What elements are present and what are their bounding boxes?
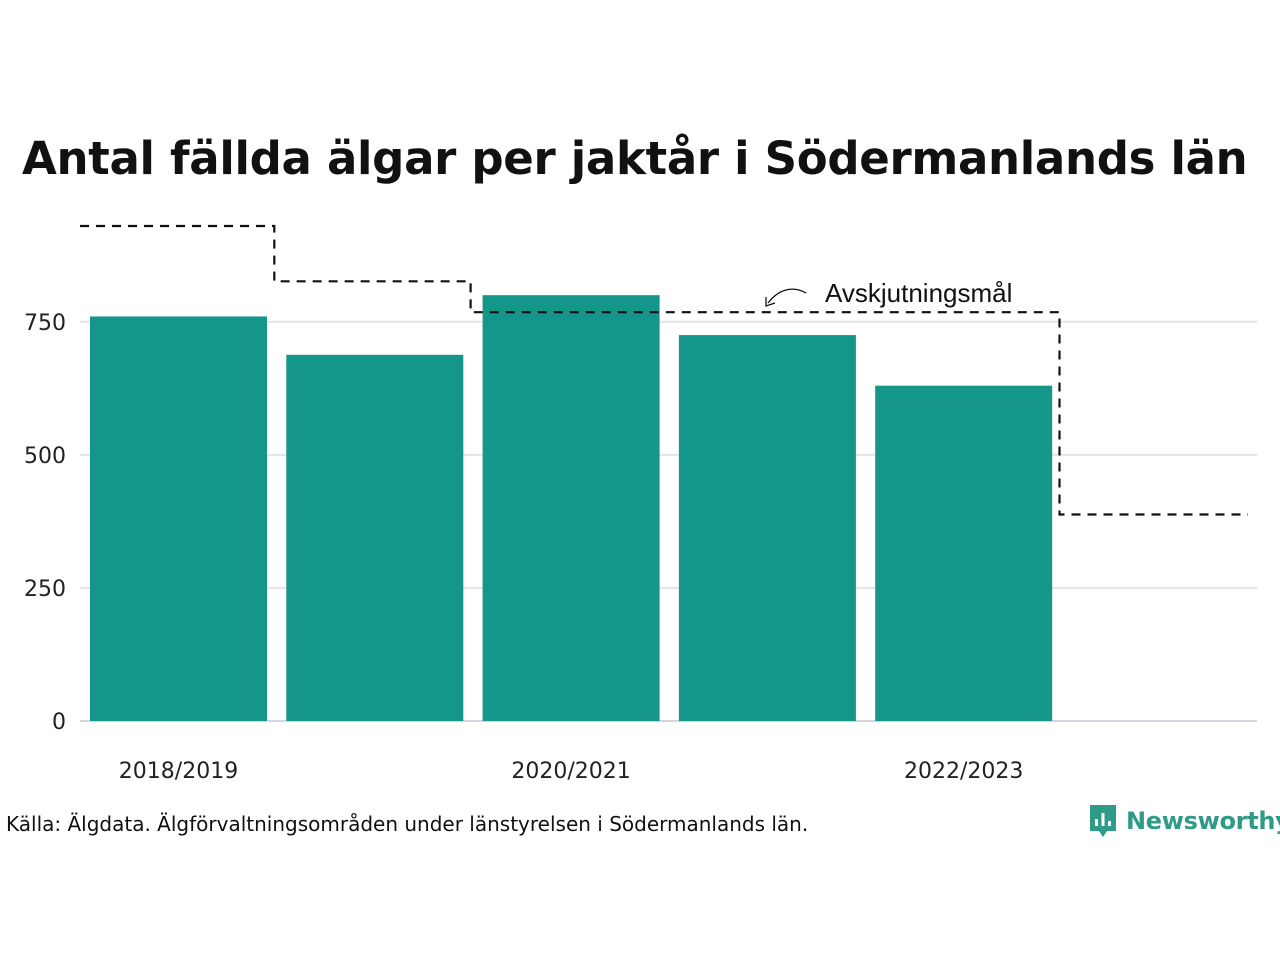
gridlines — [80, 320, 1257, 722]
brand: Newsworthy — [1088, 803, 1280, 839]
annotation: Avskjutningsmål — [765, 278, 1012, 308]
x-tick-label: 2020/2021 — [511, 759, 630, 784]
y-tick-label: 750 — [24, 311, 66, 336]
x-tick-label: 2018/2019 — [119, 759, 238, 784]
annotation-arrowhead — [765, 297, 776, 307]
annotation-arrow — [767, 288, 807, 304]
source-note: Källa: Älgdata. Älgförvaltningsområden u… — [6, 812, 809, 836]
y-axis: 0 250 500 750 — [24, 311, 66, 735]
bar-chart: 0 250 500 750 2018/2019 2020/2021 2022/2023 A… — [24, 224, 1257, 784]
bar — [286, 354, 464, 721]
bars — [90, 295, 1053, 721]
bar — [90, 316, 267, 721]
newsworthy-logo-icon — [1090, 805, 1116, 837]
target-line-label: Avskjutningsmål — [825, 278, 1012, 308]
bar — [678, 335, 856, 721]
brand-name: Newsworthy — [1126, 807, 1280, 835]
x-axis: 2018/2019 2020/2021 2022/2023 — [119, 759, 1024, 784]
bar — [482, 295, 660, 721]
y-tick-label: 0 — [52, 710, 66, 735]
y-tick-label: 250 — [24, 577, 66, 602]
chart-title: Antal fällda älgar per jaktår i Söderman… — [22, 132, 1248, 185]
y-tick-label: 500 — [24, 444, 66, 469]
x-tick-label: 2022/2023 — [904, 759, 1023, 784]
bar — [875, 385, 1053, 721]
